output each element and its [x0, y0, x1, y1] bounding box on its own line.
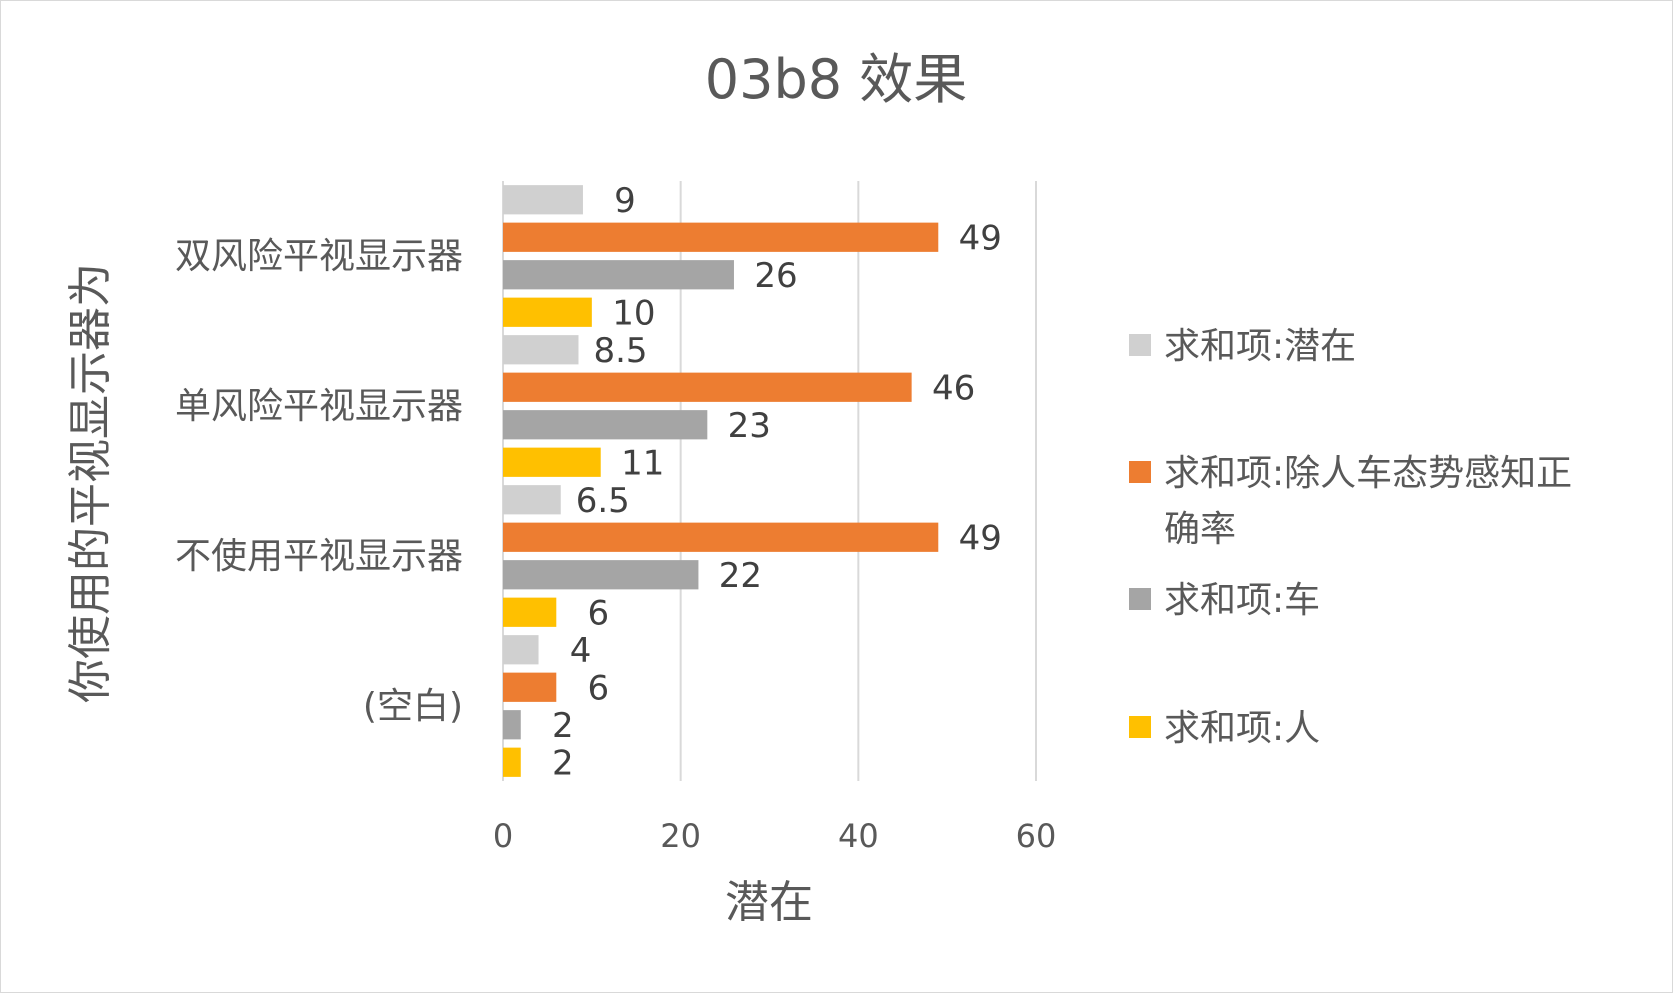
bar — [503, 485, 561, 515]
bar — [503, 672, 557, 702]
bar-data-label: 49 — [959, 518, 1002, 558]
x-tick-label: 20 — [660, 817, 701, 855]
bar — [503, 597, 557, 627]
bar-data-label: 8.5 — [593, 331, 647, 371]
category-label: 不使用平视显示器 — [175, 536, 463, 577]
bar-data-label: 2 — [552, 706, 574, 746]
category-label: (空白) — [363, 686, 463, 727]
bar — [503, 185, 583, 215]
bar — [503, 747, 521, 777]
bars — [503, 185, 939, 777]
bar-data-label: 10 — [612, 293, 655, 333]
bar-data-label: 6 — [587, 668, 609, 708]
bar-data-label: 23 — [728, 406, 771, 446]
legend-swatch — [1129, 588, 1151, 610]
bar — [503, 260, 734, 290]
x-tick-labels: 0 20 40 60 — [493, 817, 1057, 855]
bar-data-label: 49 — [959, 218, 1002, 258]
y-axis-title: 你使用的平视显示器为 — [65, 263, 116, 703]
bar-data-label: 22 — [719, 556, 762, 596]
bar-data-label: 2 — [552, 743, 574, 783]
legend-label: 求和项:人 — [1164, 708, 1320, 749]
bar-data-label: 11 — [621, 443, 664, 483]
legend-swatch — [1129, 461, 1151, 483]
bar — [503, 560, 699, 590]
bar — [503, 297, 592, 327]
bar — [503, 710, 521, 740]
bar-data-label: 4 — [570, 631, 592, 671]
chart-title: 03b8 效果 — [705, 48, 968, 111]
category-label: 双风险平视显示器 — [175, 236, 463, 277]
bar-data-label: 46 — [932, 368, 975, 408]
bar — [503, 447, 601, 477]
bar — [503, 410, 708, 440]
legend-label: 求和项:除人车态势感知正确率 — [1164, 453, 1572, 550]
bar-data-label: 6 — [587, 593, 609, 633]
legend-swatch — [1129, 716, 1151, 738]
bar — [503, 635, 539, 665]
bar — [503, 522, 939, 552]
legend-label: 求和项:潜在 — [1164, 326, 1356, 367]
x-tick-label: 0 — [493, 817, 513, 855]
bar — [503, 372, 912, 402]
category-label: 单风险平视显示器 — [175, 386, 463, 427]
bar-data-label: 9 — [614, 181, 636, 221]
bar-data-label: 26 — [754, 256, 797, 296]
bar-data-label: 6.5 — [576, 481, 630, 521]
legend-swatch — [1129, 334, 1151, 356]
x-axis-title: 潜在 — [725, 877, 813, 928]
legend-label: 求和项:车 — [1164, 580, 1320, 621]
bar — [503, 222, 939, 252]
bar — [503, 335, 579, 365]
x-tick-label: 40 — [838, 817, 879, 855]
x-tick-label: 60 — [1016, 817, 1057, 855]
